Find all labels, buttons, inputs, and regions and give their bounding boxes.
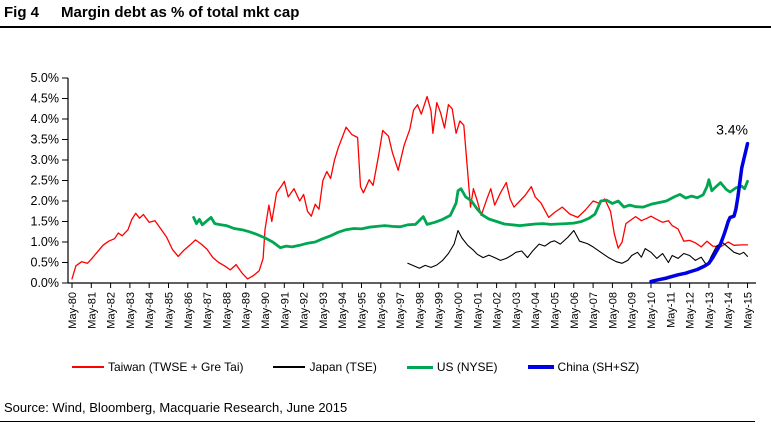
x-tick-label: May-95: [357, 292, 369, 329]
x-tick-label: May-09: [627, 292, 639, 329]
x-tick-label: May-81: [86, 292, 98, 329]
series-line-taiwan: [71, 95, 749, 280]
x-tick-label: May-94: [337, 292, 349, 329]
x-tick-label: May-92: [299, 292, 311, 329]
legend-label-taiwan: Taiwan (TWSE + Gre Tai): [108, 360, 244, 374]
x-tick-label: May-07: [588, 292, 600, 329]
margin-debt-line-chart: 5.0% 4.5% 4.0% 3.5% 3.0% 2.5% 2.0% 1.5% 1.0% 0.5%…: [31, 71, 756, 329]
x-tick-label: May-89: [241, 292, 253, 329]
x-tick-label: May-14: [723, 292, 735, 329]
x-tick-label: May-12: [685, 292, 697, 329]
legend-item-japan: Japan (TSE): [273, 360, 377, 374]
x-tick-label: May-80: [67, 292, 79, 329]
y-tick-label: 4.5%: [31, 92, 60, 106]
y-tick-label: 3.5%: [31, 133, 60, 147]
y-tick-label: 3.0%: [31, 153, 60, 167]
legend-item-taiwan: Taiwan (TWSE + Gre Tai): [72, 360, 243, 374]
x-tick-label: May-88: [221, 292, 233, 329]
y-tick-label: 0.5%: [31, 256, 60, 270]
x-tick-label: May-00: [453, 292, 465, 329]
taiwan-line-swatch: [72, 366, 104, 368]
figure-number: Fig 4: [4, 4, 40, 21]
x-tick-label: May-08: [607, 292, 619, 329]
x-tick-label: May-91: [279, 292, 291, 329]
y-tick-label: 1.5%: [31, 215, 60, 229]
figure-title-text: Margin debt as % of total mkt cap: [61, 4, 300, 21]
series-line-japan: [407, 229, 749, 269]
legend-label-china: China (SH+SZ): [557, 360, 640, 374]
x-tick-label: May-10: [646, 292, 658, 329]
x-tick-label: May-06: [569, 292, 581, 329]
y-tick-label: 0.0%: [31, 276, 60, 290]
legend-label-us: US (NYSE): [436, 360, 498, 374]
x-tick-label: May-96: [376, 292, 388, 329]
us-line-swatch: [406, 365, 433, 369]
y-tick-label: 5.0%: [31, 71, 60, 85]
y-tick-label: 2.5%: [31, 174, 60, 188]
x-tick-label: May-93: [318, 292, 330, 329]
legend-item-china: China (SH+SZ): [527, 360, 640, 374]
y-tick-label: 2.0%: [31, 194, 60, 208]
x-tick-label: May-15: [743, 292, 755, 329]
x-tick-label: May-84: [144, 292, 156, 329]
series-line-china: [649, 141, 750, 284]
x-tick-label: May-97: [395, 292, 407, 329]
x-tick-label: May-83: [125, 292, 137, 329]
x-tick-label: May-05: [550, 292, 562, 329]
x-tick-label: May-85: [164, 292, 176, 329]
x-tick-label: May-03: [511, 292, 523, 329]
source-row: Source: Wind, Bloomberg, Macquarie Resea…: [0, 398, 771, 422]
x-tick-label: May-82: [106, 292, 118, 329]
y-tick-label: 1.0%: [31, 235, 60, 249]
x-tick-label: May-87: [202, 292, 214, 329]
source-text: Source: Wind, Bloomberg, Macquarie Resea…: [4, 400, 348, 415]
japan-line-swatch: [273, 366, 306, 368]
legend-item-us: US (NYSE): [406, 360, 498, 374]
x-tick-label: May-99: [434, 292, 446, 329]
bottom-divider: [0, 421, 755, 422]
china-line-swatch: [527, 365, 554, 369]
title-divider: [0, 26, 771, 28]
x-tick-label: May-98: [414, 292, 426, 329]
figure-title: Fig 4 Margin debt as % of total mkt cap: [4, 4, 771, 21]
y-tick-label: 4.0%: [31, 112, 60, 126]
x-tick-label: May-02: [492, 292, 504, 329]
x-tick-label: May-86: [183, 292, 195, 329]
x-tick-label: May-90: [260, 292, 272, 329]
chart-legend: Taiwan (TWSE + Gre Tai) Japan (TSE) US (…: [72, 360, 639, 374]
china-end-value-annotation: 3.4%: [716, 122, 748, 138]
x-tick-label: May-11: [665, 292, 677, 328]
series-line-us: [192, 178, 749, 250]
legend-label-japan: Japan (TSE): [309, 360, 377, 374]
x-tick-label: May-01: [472, 292, 484, 329]
x-tick-label: May-04: [530, 292, 542, 329]
x-tick-label: May-13: [704, 292, 716, 329]
